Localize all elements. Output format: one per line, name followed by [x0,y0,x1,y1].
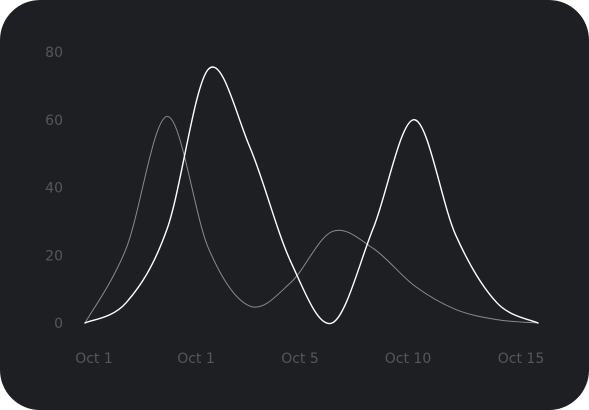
x-tick-label: Oct 10 [385,351,431,367]
y-tick-label: 20 [45,248,63,264]
y-tick-label: 80 [45,45,63,61]
y-tick-label: 40 [45,181,63,197]
x-tick-label: Oct 15 [498,351,544,367]
series-line-1 [84,66,539,325]
y-tick-label: 0 [54,316,63,332]
x-tick-label: Oct 1 [75,351,113,367]
series-line-2 [84,115,539,324]
y-tick-label: 60 [45,113,63,129]
x-tick-label: Oct 5 [281,351,319,367]
x-tick-label: Oct 1 [177,351,215,367]
